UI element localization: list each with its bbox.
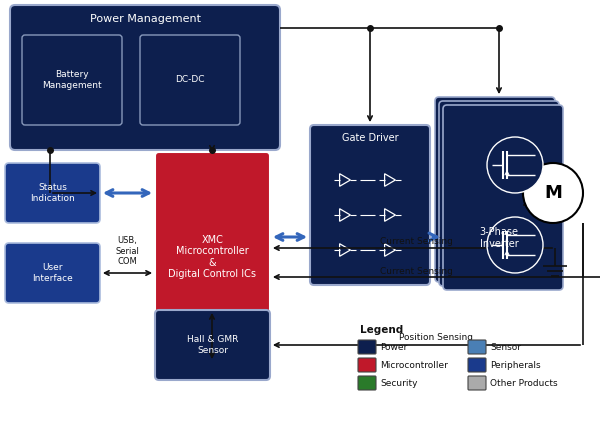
- Circle shape: [487, 137, 543, 193]
- Text: Power Management: Power Management: [89, 14, 200, 24]
- Text: Position Sensing: Position Sensing: [399, 333, 473, 341]
- Text: Gate Driver: Gate Driver: [341, 133, 398, 143]
- Text: M: M: [544, 184, 562, 202]
- FancyBboxPatch shape: [10, 5, 280, 150]
- FancyBboxPatch shape: [443, 105, 563, 290]
- Text: Current Sensing: Current Sensing: [380, 238, 452, 246]
- FancyBboxPatch shape: [468, 358, 486, 372]
- Text: Power: Power: [380, 344, 407, 352]
- Text: XMC
Microcontroller
&
Digital Control ICs: XMC Microcontroller & Digital Control IC…: [169, 235, 257, 279]
- Text: Current Sensing: Current Sensing: [380, 267, 452, 276]
- FancyBboxPatch shape: [155, 152, 270, 362]
- Text: USB,
Serial
COM: USB, Serial COM: [115, 236, 139, 266]
- FancyBboxPatch shape: [358, 340, 376, 354]
- FancyBboxPatch shape: [358, 358, 376, 372]
- FancyBboxPatch shape: [5, 243, 100, 303]
- Circle shape: [523, 163, 583, 223]
- Text: Status
Indication: Status Indication: [30, 183, 75, 203]
- FancyBboxPatch shape: [140, 35, 240, 125]
- Text: Other Products: Other Products: [490, 379, 557, 389]
- FancyBboxPatch shape: [22, 35, 122, 125]
- Text: Microcontroller: Microcontroller: [380, 362, 448, 371]
- Text: Peripherals: Peripherals: [490, 362, 541, 371]
- Text: Hall & GMR
Sensor: Hall & GMR Sensor: [187, 335, 238, 355]
- FancyBboxPatch shape: [310, 125, 430, 285]
- Circle shape: [487, 217, 543, 273]
- FancyBboxPatch shape: [155, 310, 270, 380]
- Text: Legend: Legend: [360, 325, 403, 335]
- FancyBboxPatch shape: [468, 376, 486, 390]
- Text: 3-Phase
Inverter: 3-Phase Inverter: [479, 227, 518, 249]
- Text: DC-DC: DC-DC: [175, 76, 205, 84]
- FancyBboxPatch shape: [358, 376, 376, 390]
- Text: Sensor: Sensor: [490, 344, 521, 352]
- Text: Security: Security: [380, 379, 418, 389]
- FancyBboxPatch shape: [5, 163, 100, 223]
- Text: User
Interface: User Interface: [32, 263, 73, 283]
- Text: Battery
Management: Battery Management: [42, 70, 102, 90]
- FancyBboxPatch shape: [439, 101, 559, 286]
- FancyBboxPatch shape: [468, 340, 486, 354]
- FancyBboxPatch shape: [435, 97, 555, 282]
